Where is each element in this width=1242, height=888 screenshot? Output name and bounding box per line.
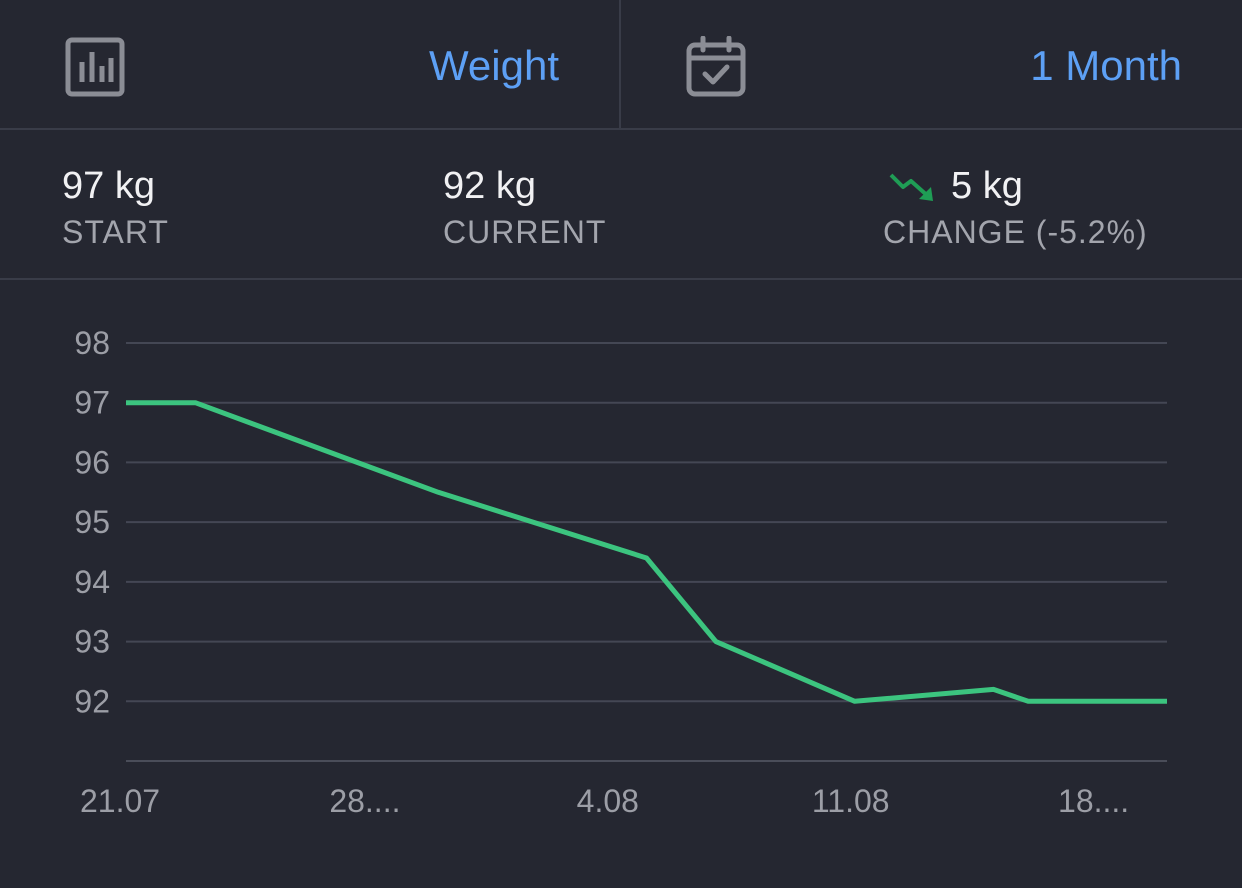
current-label: CURRENT <box>443 214 607 250</box>
metric-label: Weight <box>429 42 559 89</box>
stat-change: 5 kg CHANGE (-5.2%) <box>883 164 1148 252</box>
weight-line-chart: 98 97 96 95 94 93 92 21.07 28.... 4.08 11.08 18.... <box>74 325 1167 819</box>
calendar-check-icon <box>686 36 746 97</box>
y-tick-label: 96 <box>74 444 110 480</box>
x-tick-label: 11.08 <box>812 783 890 819</box>
stats-row: 97 kg START 92 kg CURRENT 5 kg CHANGE (-… <box>0 130 1242 280</box>
weight-series-line <box>126 400 1167 704</box>
start-value: 97 kg <box>62 165 155 207</box>
y-tick-label: 98 <box>74 325 110 361</box>
x-tick-label: 4.08 <box>577 783 639 819</box>
y-tick-label: 95 <box>74 504 110 540</box>
start-label: START <box>62 214 169 250</box>
trend-down-icon <box>889 173 933 201</box>
period-label: 1 Month <box>1030 42 1182 89</box>
y-tick-label: 97 <box>74 385 110 421</box>
stat-current: 92 kg CURRENT <box>443 164 606 252</box>
current-value: 92 kg <box>443 165 536 207</box>
y-tick-label: 93 <box>74 624 110 660</box>
bar-chart-icon <box>65 37 125 97</box>
metric-selector[interactable]: Weight <box>0 0 619 128</box>
weight-chart: 98 97 96 95 94 93 92 21.07 28.... 4.08 11.08 18.... <box>0 282 1242 888</box>
period-selector[interactable]: 1 Month <box>621 0 1242 128</box>
x-tick-label: 18.... <box>1058 783 1129 819</box>
change-label: CHANGE (-5.2%) <box>883 214 1148 250</box>
header-bar: Weight 1 Month <box>0 0 1242 130</box>
x-tick-label: 28.... <box>329 783 400 819</box>
change-value: 5 kg <box>951 165 1023 207</box>
y-tick-label: 92 <box>74 683 110 719</box>
y-tick-label: 94 <box>74 564 110 600</box>
x-tick-label: 21.07 <box>80 783 160 819</box>
stat-start: 97 kg START <box>62 164 169 252</box>
header-divider <box>619 0 621 128</box>
